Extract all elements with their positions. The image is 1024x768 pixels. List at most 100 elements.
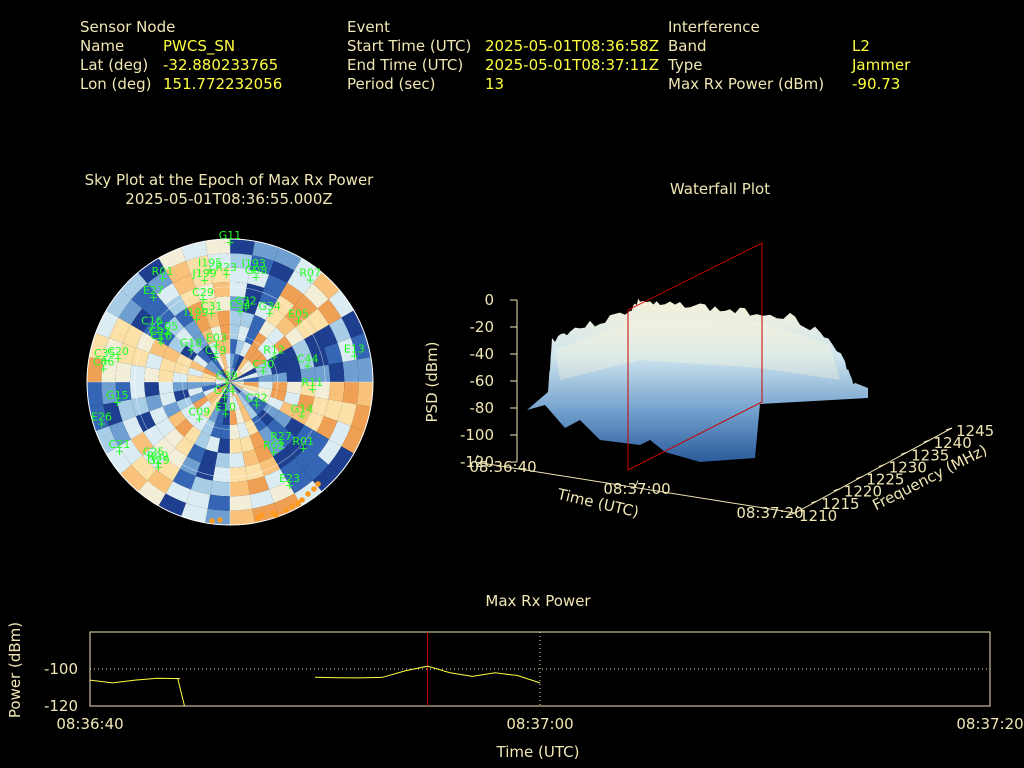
sky-cell <box>356 357 373 382</box>
power-series-line <box>314 665 541 684</box>
sky-cell <box>230 382 240 395</box>
sky-cell <box>131 455 157 481</box>
sky-cell <box>230 367 235 382</box>
sat-label: G08 <box>245 264 268 277</box>
sat-marker: + <box>155 332 164 345</box>
sky-cell <box>232 395 240 411</box>
freq-tick-label: 1245 <box>956 422 994 440</box>
sat-marker: + <box>265 307 274 320</box>
maxrx-title: Max Rx Power <box>485 592 591 610</box>
sky-cell <box>285 437 307 459</box>
sat-label: E23 <box>279 472 300 485</box>
sky-cell <box>234 355 245 370</box>
sky-cell <box>215 408 226 425</box>
sky-cell <box>242 386 257 397</box>
freq-tick <box>811 500 818 504</box>
sky-cell <box>230 239 255 256</box>
sky-cell <box>249 314 266 333</box>
sky-cell <box>273 410 292 428</box>
sky-cell <box>215 452 230 468</box>
sky-jammer-marker <box>295 500 301 506</box>
sat-label: G34 <box>258 300 281 313</box>
sky-cell <box>230 424 240 440</box>
sky-cell <box>185 489 211 509</box>
maxrx-time-axis-label: Time (UTC) <box>496 743 580 761</box>
sky-cell <box>187 382 202 390</box>
sky-cell <box>187 367 204 378</box>
sat-label: R12 <box>263 344 285 357</box>
sky-cell <box>174 307 195 328</box>
sky-cell <box>247 269 270 288</box>
sky-cell <box>184 320 202 339</box>
sky-cell <box>220 395 228 411</box>
maxrx-time-tick-label: 08:37:20 <box>956 715 1023 733</box>
sky-cell <box>201 372 217 380</box>
sat-label: C20 <box>107 345 129 358</box>
sky-cell <box>314 364 331 382</box>
sat-label: I195 <box>198 256 222 269</box>
sky-cell <box>258 425 276 444</box>
sky-cell <box>316 324 338 348</box>
sat-label: E10 <box>215 400 236 413</box>
sky-cell <box>297 352 315 370</box>
sky-cell <box>284 326 305 347</box>
sat-marker: + <box>222 268 231 281</box>
sky-cell <box>314 382 331 400</box>
sky-cell <box>274 493 302 517</box>
sat-marker: + <box>195 413 204 426</box>
sky-cell <box>337 401 357 427</box>
sky-cell <box>230 508 255 525</box>
sky-jammer-marker <box>217 517 223 523</box>
sat-marker: + <box>192 313 201 326</box>
interference-heading: Interference <box>668 18 760 36</box>
psd-tick-label: -100 <box>460 426 494 444</box>
sat-marker: + <box>211 351 220 364</box>
sky-cell <box>197 400 212 415</box>
power-series-drop <box>177 678 185 707</box>
sky-cell <box>217 310 230 326</box>
sat-label: E03 <box>206 332 227 345</box>
sat-marker: + <box>285 479 294 492</box>
sat-marker: + <box>294 314 303 327</box>
sky-cell <box>122 324 144 348</box>
sky-cell <box>300 367 316 382</box>
freq-tick-label: 1225 <box>866 471 904 489</box>
sky-cell <box>266 418 285 437</box>
sky-cell <box>230 480 250 497</box>
sky-cell <box>215 382 230 385</box>
sky-cell <box>173 362 190 375</box>
sky-cell <box>185 255 211 275</box>
power-axis-label: Power (dBm) <box>6 622 24 718</box>
sat-marker: + <box>308 383 317 396</box>
power-tick-label: -100 <box>44 660 78 678</box>
sky-cell <box>272 295 295 317</box>
sky-cell <box>131 396 150 417</box>
sat-marker: + <box>207 307 216 320</box>
sky-cell <box>216 374 230 382</box>
event-period-value: 13 <box>485 75 505 93</box>
maxrx-time-tick-label: 08:37:00 <box>506 715 573 733</box>
sky-jammer-marker <box>305 491 311 497</box>
sky-cell <box>270 362 287 375</box>
sat-label: C32 <box>235 294 257 307</box>
sky-cell <box>195 283 216 302</box>
sky-cell <box>242 449 260 467</box>
sat-label: R09 <box>147 449 169 462</box>
sat-marker: + <box>303 359 312 372</box>
sat-marker: + <box>252 271 261 284</box>
sky-cell <box>187 443 206 463</box>
sky-cell <box>324 399 343 422</box>
sky-cell <box>328 446 354 474</box>
sky-cell <box>350 404 371 431</box>
sat-marker: + <box>113 396 122 409</box>
sky-cell <box>262 403 280 419</box>
sat-label: R23 <box>215 261 237 274</box>
sky-cell <box>237 392 249 407</box>
time-tick <box>634 480 639 488</box>
sky-cell <box>230 367 233 382</box>
sat-marker: + <box>157 336 166 349</box>
sky-cell <box>130 432 154 456</box>
sky-cell <box>264 468 288 490</box>
sky-cell <box>251 332 267 350</box>
